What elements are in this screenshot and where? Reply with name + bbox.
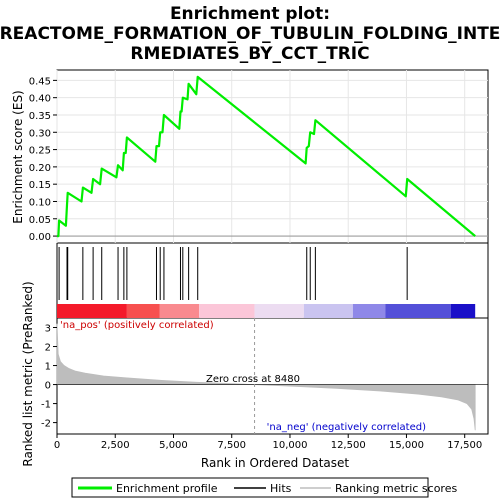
es-y-tick-label: 0.05 [29,215,51,226]
es-y-tick-label: 0.15 [29,180,51,191]
x-tick-label: 0 [54,440,60,451]
gradient-segment [199,304,255,318]
x-tick-label: 17,500 [447,440,482,451]
legend-enrichment-label: Enrichment profile [116,482,218,495]
chart-title-line-3: RMEDIATES_BY_CCT_TRIC [130,44,369,64]
es-y-tick-label: 0.20 [29,163,51,174]
es-y-axis-label: Enrichment score (ES) [11,90,25,223]
metric-layer [56,318,488,434]
gradient-bar [57,304,476,318]
x-tick-label: 7,500 [217,440,246,451]
x-axis-label: Rank in Ordered Dataset [201,456,349,470]
chart-title-line-2: REACTOME_FORMATION_OF_TUBULIN_FOLDING_IN… [0,24,500,44]
gradient-segment [450,304,476,318]
x-ticks: 0 2,500 5,000 7,500 10,000 12,500 15,000 17,500 [54,434,482,451]
es-y-tick-label: 0.25 [29,146,51,157]
legend-hits-label: Hits [270,482,292,495]
enrichment-profile-line [57,75,476,238]
es-y-tick-label: 0.40 [29,94,51,105]
neg-correlation-label: 'na_neg' (negatively correlated) [267,422,426,433]
gradient-segment [303,304,353,318]
metric-y-tick-label: 3 [45,324,51,335]
gradient-segment [254,304,304,318]
es-y-tick-label: 0.45 [29,76,51,87]
es-gridlines [56,70,488,243]
gradient-segment [126,304,160,318]
x-tick-label: 10,000 [272,440,307,451]
x-tick-label: 15,000 [389,440,424,451]
metric-y-tick-label: -2 [41,419,51,430]
es-panel-frame [56,69,489,244]
metric-y-tick-label: 0 [45,381,51,392]
es-y-tick-label: 0.30 [29,128,51,139]
legend-metric-label: Ranking metric scores [335,482,457,495]
gradient-segment [352,304,386,318]
metric-y-tick-label: -1 [41,400,51,411]
hits-layer [58,247,408,300]
es-y-tick-label: 0.00 [29,232,51,243]
metric-y-tick-label: 2 [45,343,51,354]
chart-title-line-1: Enrichment plot: [170,4,330,24]
ranking-metric-area [56,323,476,431]
gradient-segment [57,304,127,318]
es-y-tick-label: 0.35 [29,111,51,122]
metric-y-tick-label: 1 [45,362,51,373]
gradient-segment [159,304,200,318]
es-y-ticks: 0.00 0.05 0.10 0.15 0.20 0.25 0.30 0.35 0.40 0.45 [29,76,57,243]
zero-cross-label: Zero cross at 8480 [206,374,300,385]
es-y-tick-label: 0.10 [29,197,51,208]
metric-panel-frame [56,317,489,435]
x-tick-label: 5,000 [159,440,188,451]
es-layer [57,75,488,238]
metric-y-axis-label: Ranked list metric (PreRanked) [21,281,35,466]
pos-correlation-label: 'na_pos' (positively correlated) [60,320,214,331]
metric-y-ticks: -2 -1 0 1 2 3 [41,324,57,430]
x-tick-label: 2,500 [101,440,130,451]
x-tick-label: 12,500 [331,440,366,451]
gradient-segment [385,304,451,318]
